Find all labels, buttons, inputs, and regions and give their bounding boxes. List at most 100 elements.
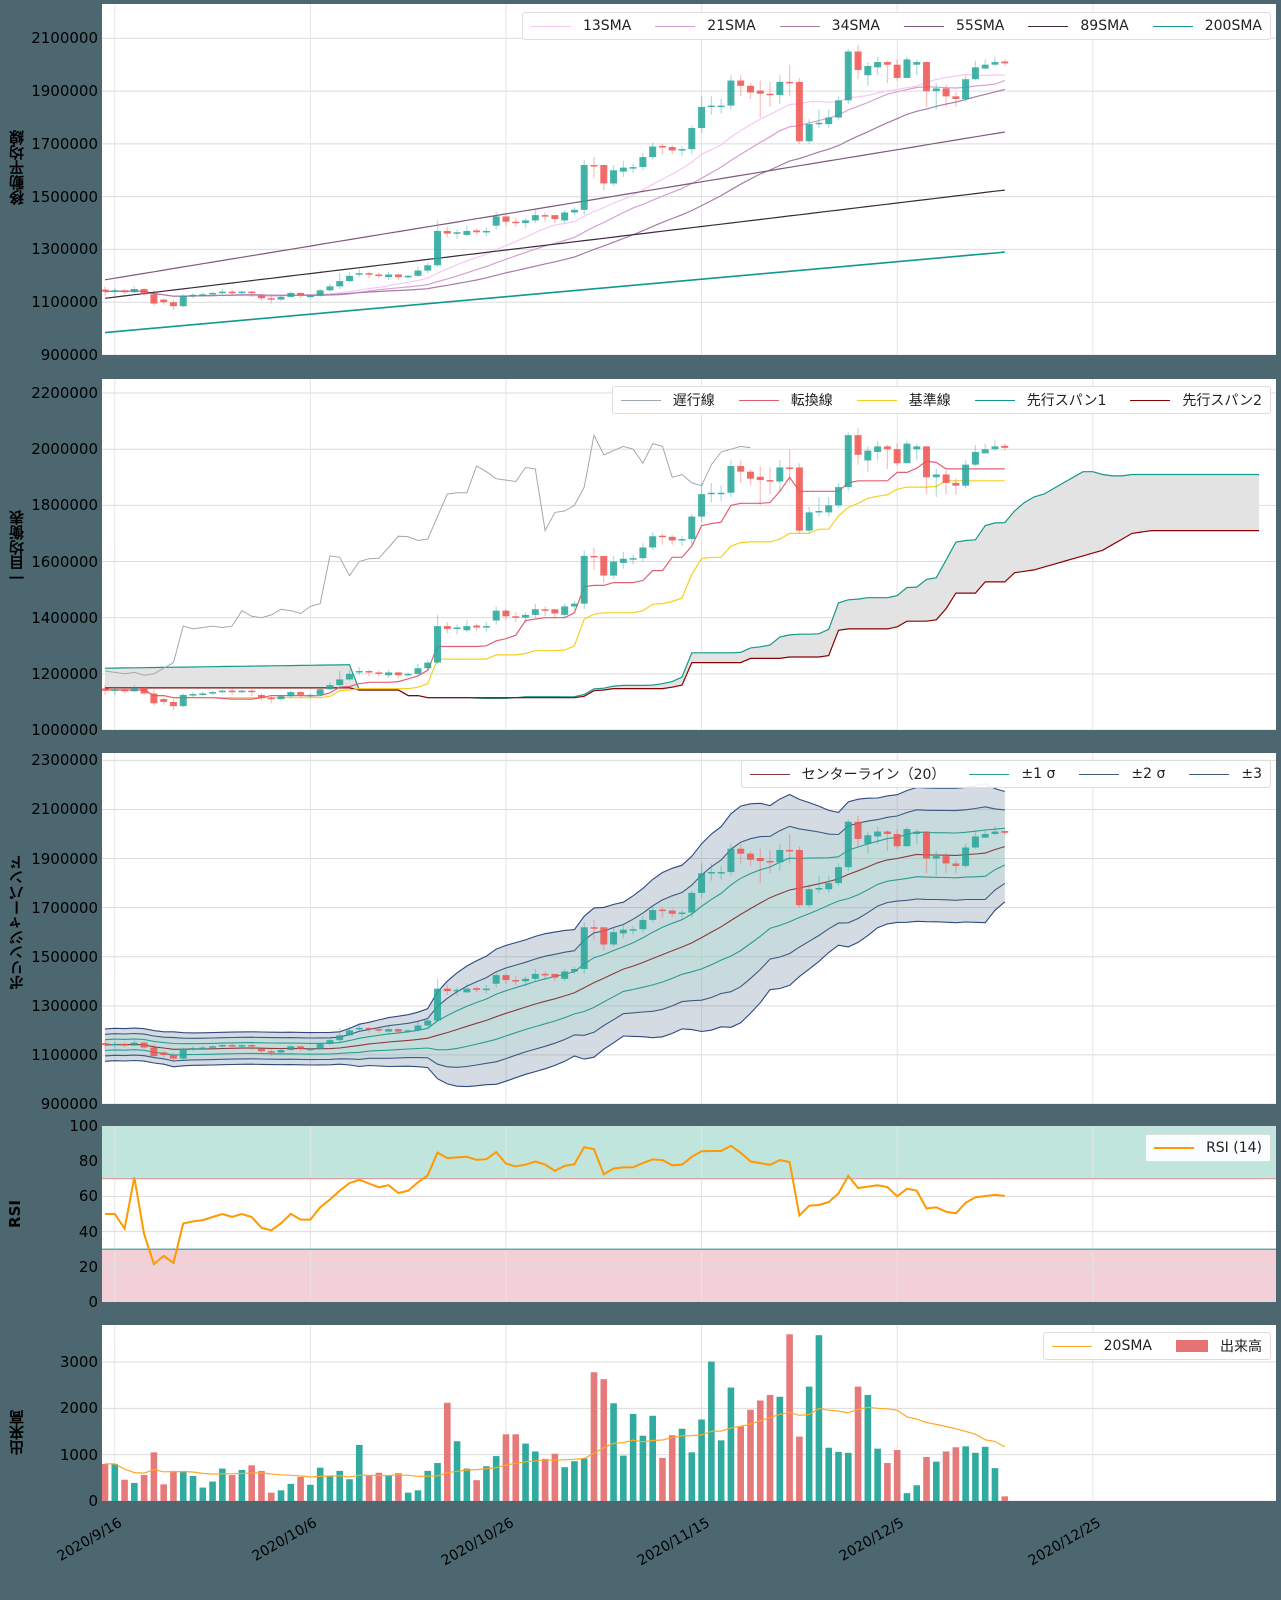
bollinger-panel: [101, 753, 1276, 1105]
y-tick-label: 100: [69, 1117, 98, 1135]
candle: [649, 536, 657, 548]
legend-item: センターライン（20）: [749, 764, 945, 784]
volume-bar: [1001, 1496, 1009, 1501]
candle: [678, 912, 686, 915]
candle: [707, 872, 715, 874]
legend-label: 遅行線: [672, 393, 715, 409]
y-tick-label: 80: [78, 1152, 98, 1171]
volume-bar: [502, 1434, 510, 1501]
volume-bar: [307, 1484, 314, 1501]
candle: [492, 216, 500, 226]
volume-bar: [864, 1394, 872, 1501]
y-tick-label: 1300000: [31, 996, 98, 1015]
candle: [179, 1048, 187, 1059]
y-tick-label: 2100000: [31, 800, 98, 819]
candle: [952, 96, 960, 100]
candle: [1001, 61, 1009, 64]
legend-item: 55SMA: [904, 18, 1004, 34]
volume-bar: [600, 1379, 608, 1501]
candle: [737, 848, 745, 854]
volume-bar: [805, 1386, 813, 1501]
x-tick-label: 2020/9/16: [54, 1515, 125, 1565]
candle: [228, 1045, 236, 1047]
candle: [805, 124, 813, 142]
volume-bar: [160, 1484, 167, 1501]
legend-label: ±3: [1241, 766, 1262, 782]
candle: [297, 1046, 305, 1049]
candle: [981, 449, 989, 454]
volume-bar: [747, 1409, 754, 1501]
volume-bar: [111, 1463, 119, 1501]
candle: [414, 1025, 422, 1031]
candle: [580, 927, 588, 969]
volume-bar: [287, 1483, 295, 1501]
volume-bar: [463, 1468, 471, 1501]
candle: [883, 831, 891, 834]
volume-bar: [854, 1386, 862, 1501]
candle: [394, 274, 402, 278]
candle: [424, 1020, 432, 1026]
candle: [746, 471, 754, 479]
candle: [111, 290, 119, 292]
ichimoku-chart: [101, 379, 1276, 731]
rsi-panel: [102, 1125, 1276, 1303]
candle: [169, 701, 177, 707]
candle: [766, 480, 774, 482]
candle: [717, 492, 725, 495]
candle: [355, 1027, 363, 1030]
volume-bar: [933, 1461, 940, 1501]
candle: [541, 215, 549, 217]
volume-bar: [952, 1447, 960, 1501]
x-tick-label: 2020/10/6: [249, 1515, 320, 1565]
candle: [365, 671, 373, 673]
candle: [561, 212, 569, 221]
legend-item: ±2 σ: [1079, 766, 1165, 782]
y-tick-label: 40: [78, 1222, 98, 1241]
rsi-legend: RSI (14): [1145, 1134, 1271, 1162]
candle: [140, 1042, 148, 1048]
candle: [218, 690, 226, 693]
candle: [668, 536, 676, 541]
candle: [424, 662, 432, 669]
candle: [306, 694, 314, 697]
sma-chart: [101, 4, 1276, 356]
volume-bar: [522, 1443, 529, 1501]
candle: [228, 690, 236, 693]
legend-item: 34SMA: [779, 18, 880, 34]
candle: [668, 147, 676, 151]
volume-bar: [678, 1428, 686, 1501]
legend-swatch-icon: [1028, 25, 1069, 27]
volume-bar: [355, 1444, 363, 1501]
volume-bar: [414, 1490, 422, 1501]
volume-bar: [766, 1394, 774, 1501]
candle: [756, 858, 764, 861]
candle: [854, 821, 862, 839]
volume-bar: [756, 1400, 764, 1501]
candle: [443, 626, 451, 629]
candle: [316, 1043, 324, 1049]
x-tick-label: 2020/10/26: [438, 1515, 517, 1570]
candle: [776, 849, 784, 863]
candle: [209, 1046, 217, 1048]
candle: [541, 609, 549, 611]
candle: [903, 443, 911, 464]
candle: [404, 275, 412, 278]
volume-bar: [629, 1413, 637, 1501]
candle: [913, 831, 921, 834]
candle: [639, 919, 647, 930]
candle: [121, 290, 129, 293]
volume-bar: [796, 1436, 803, 1501]
candle: [101, 289, 109, 292]
volume-bar: [786, 1334, 793, 1501]
volume-bar: [248, 1465, 255, 1501]
ichimoku-ylabel: 一目均衡表: [8, 510, 26, 585]
candle: [522, 220, 530, 224]
legend-item: 13SMA: [530, 18, 631, 34]
candle: [805, 889, 813, 906]
y-tick-label: 1000000: [31, 721, 98, 739]
candle: [453, 627, 461, 630]
candle: [101, 688, 109, 691]
candle: [346, 275, 353, 282]
legend-label: 55SMA: [956, 18, 1005, 34]
y-tick-label: 1900000: [31, 82, 98, 101]
